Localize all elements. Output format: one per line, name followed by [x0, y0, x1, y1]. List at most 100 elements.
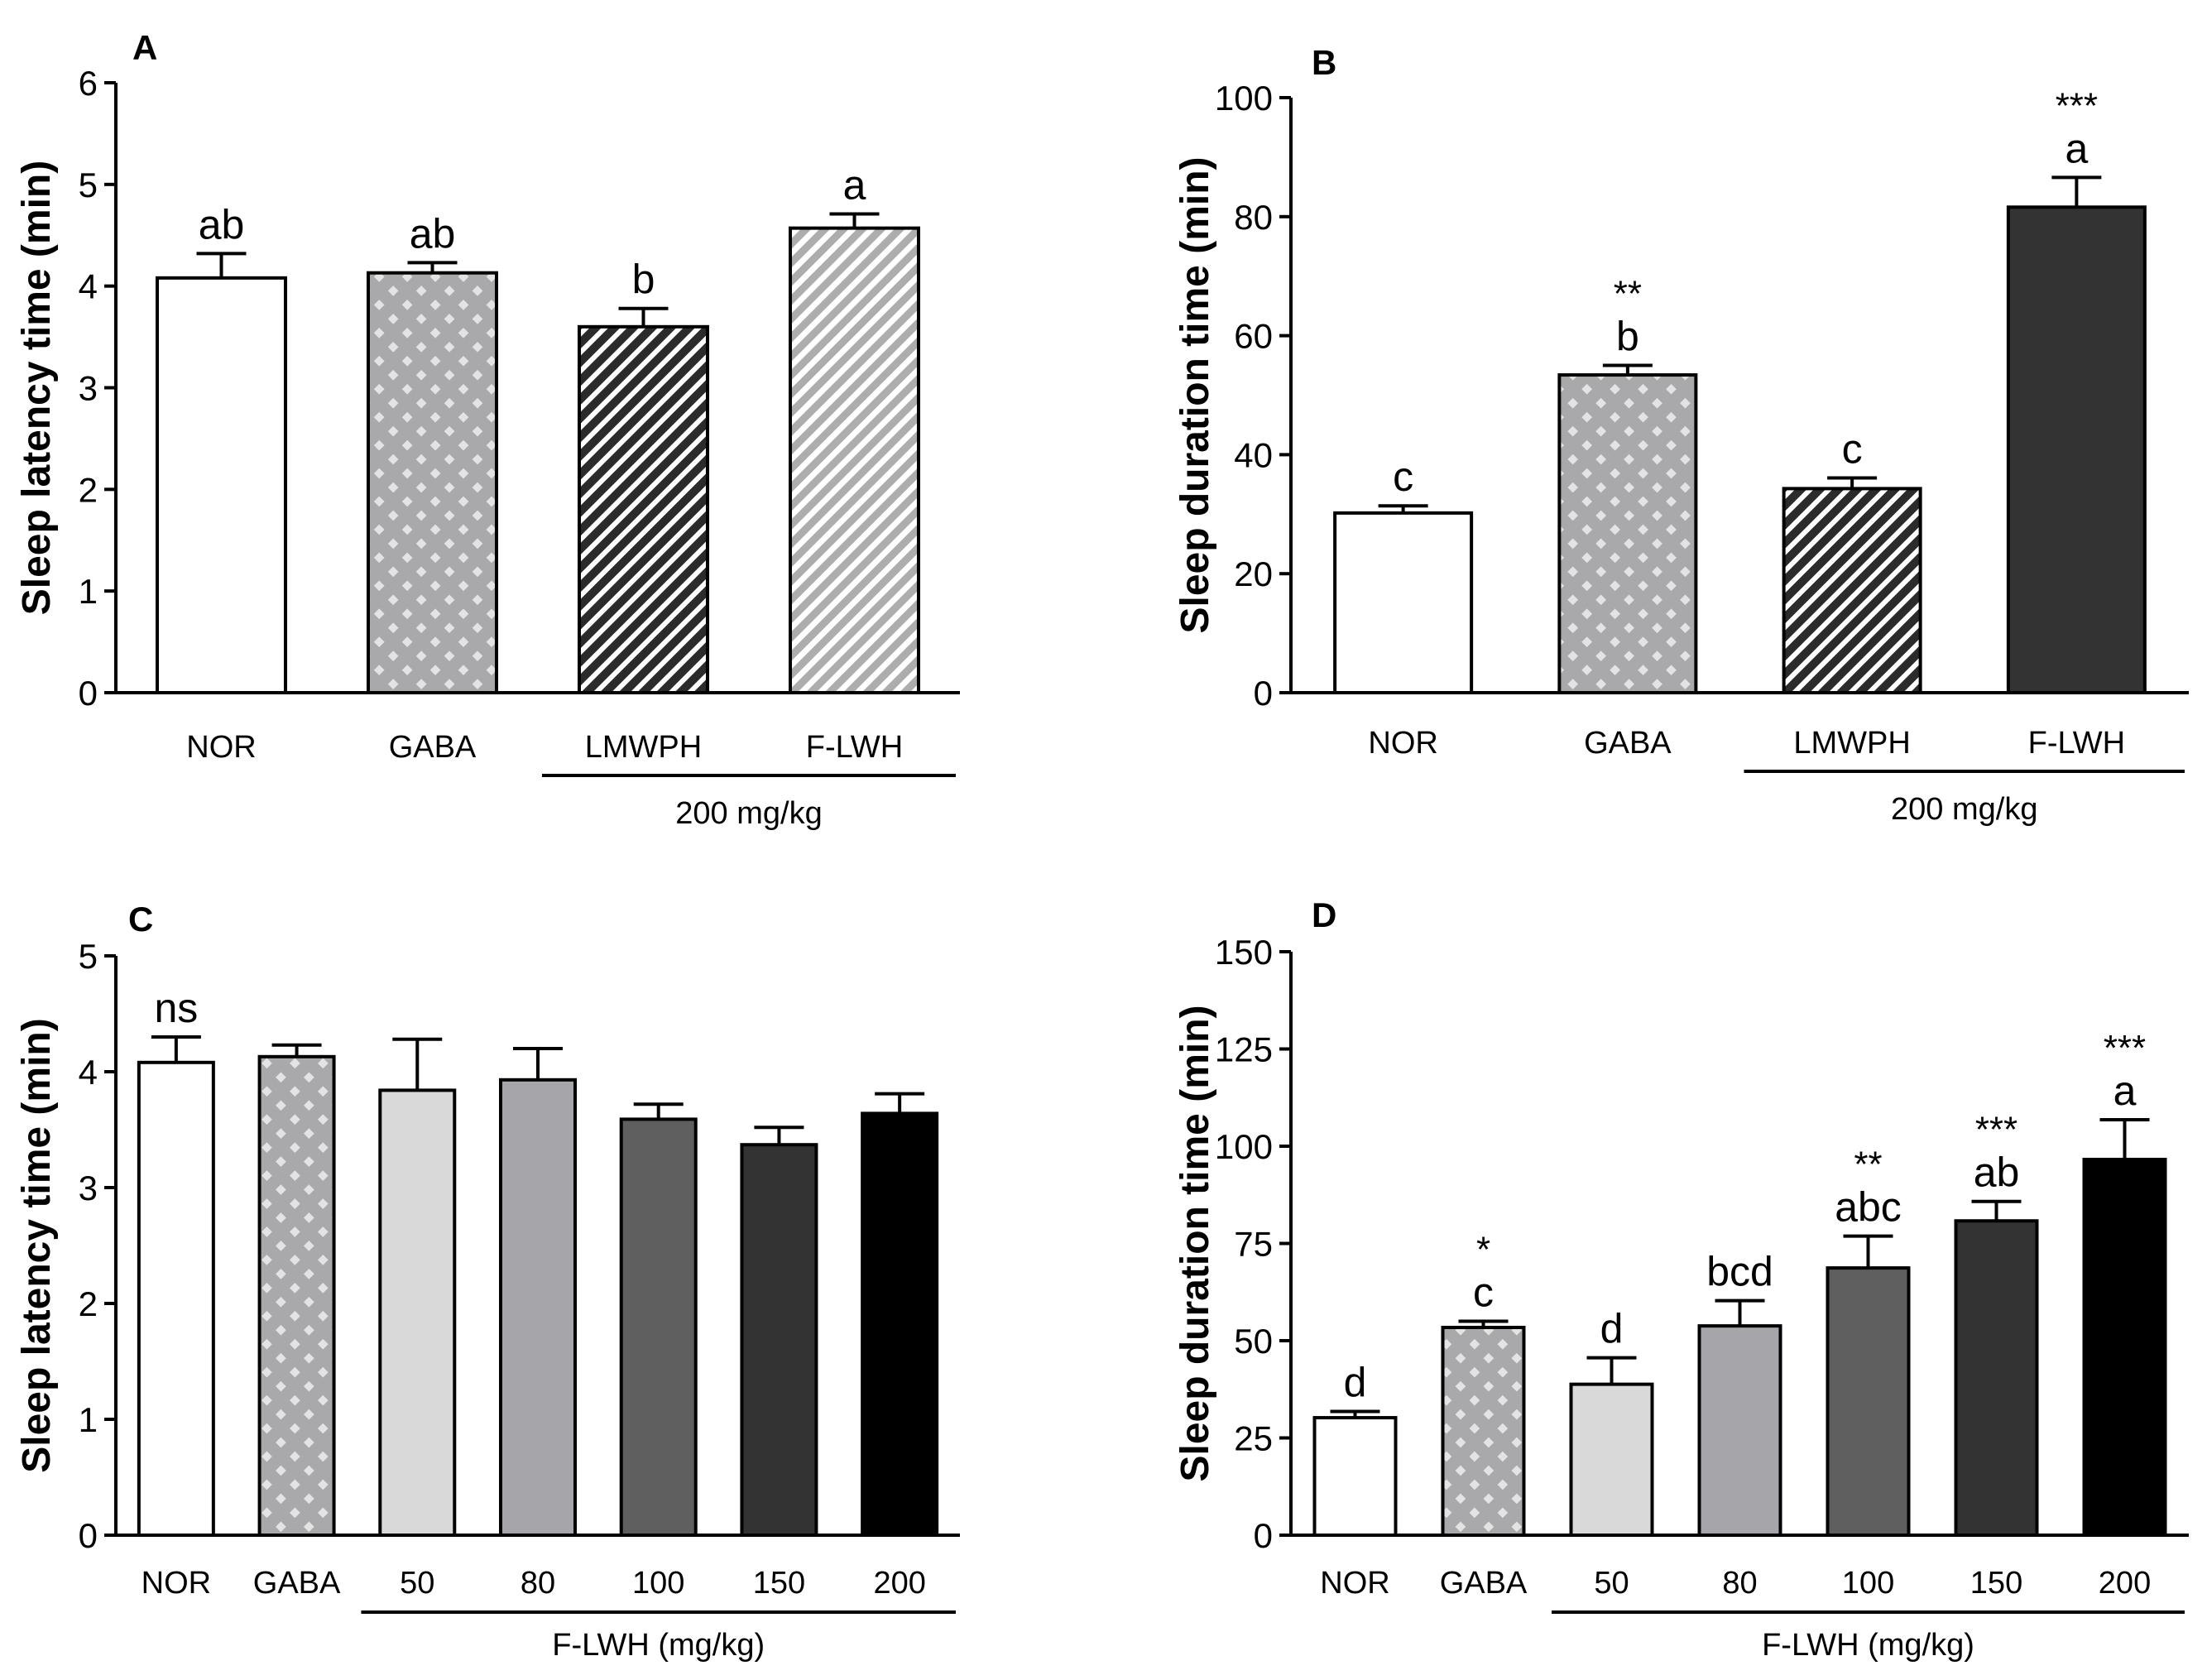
panel-label-b: B	[1312, 43, 1336, 82]
significance-letter-b-0: c	[1393, 454, 1413, 500]
category-label-c-2: 50	[400, 1566, 434, 1601]
bar-c-6	[861, 1111, 939, 1538]
panel-label-a: A	[132, 28, 157, 67]
category-label-d-6: 200	[2099, 1566, 2151, 1601]
y-tick-label-c: 3	[79, 1169, 98, 1207]
category-label-b-3: F-LWH	[2028, 726, 2126, 761]
category-label-a-2: LMWPH	[585, 730, 702, 765]
bar-d-2	[1569, 1382, 1654, 1538]
y-tick-label-d: 125	[1215, 1030, 1273, 1069]
significance-letter-d-5: ab	[1974, 1150, 2020, 1196]
category-label-b-1: GABA	[1584, 726, 1672, 761]
bar-a-1	[367, 271, 498, 694]
significance-stars-d-4: **	[1854, 1145, 1882, 1185]
y-axis-label-d: Sleep duration time (min)	[1173, 1005, 1217, 1481]
significance-letter-d-0: d	[1344, 1360, 1367, 1406]
bar-b-2	[1782, 487, 1922, 694]
y-tick-label-c: 2	[79, 1284, 98, 1323]
bar-c-4	[619, 1117, 698, 1538]
y-tick-label-d: 150	[1215, 933, 1273, 972]
significance-letter-c-0: ns	[154, 985, 198, 1031]
y-tick-label-c: 1	[79, 1400, 98, 1439]
significance-letter-a-0: ab	[199, 201, 245, 247]
y-tick-label-a: 3	[79, 369, 98, 408]
group-label-b: 200 mg/kg	[1891, 792, 2037, 827]
category-label-a-3: F-LWH	[806, 730, 904, 765]
y-tick-label-c: 5	[79, 937, 98, 976]
bar-c-3	[499, 1078, 577, 1538]
y-tick-label-b: 0	[1254, 674, 1273, 713]
bar-d-6	[2082, 1157, 2167, 1537]
y-tick-label-b: 60	[1234, 317, 1273, 356]
y-tick-label-b: 100	[1215, 79, 1273, 118]
category-label-a-0: NOR	[186, 730, 256, 765]
y-tick-label-d: 75	[1234, 1225, 1273, 1264]
category-label-a-1: GABA	[389, 730, 477, 765]
significance-letter-d-3: bcd	[1706, 1249, 1773, 1295]
category-label-b-2: LMWPH	[1793, 726, 1910, 761]
category-label-c-3: 80	[521, 1566, 555, 1601]
significance-stars-b-3: ***	[2056, 85, 2098, 126]
significance-letter-d-2: d	[1600, 1306, 1624, 1352]
panel-b: B Sleep duration time (min) 0 20 40 60 80 100 c N…	[1173, 43, 2189, 827]
bar-b-3	[2006, 205, 2147, 694]
category-label-d-0: NOR	[1320, 1566, 1389, 1601]
bar-d-0	[1312, 1416, 1398, 1538]
category-label-d-1: GABA	[1440, 1566, 1528, 1601]
category-label-b-0: NOR	[1368, 726, 1437, 761]
bar-c-2	[378, 1088, 457, 1537]
y-axis-label-b: Sleep duration time (min)	[1173, 156, 1217, 633]
bar-c-5	[740, 1143, 818, 1537]
category-label-c-6: 200	[873, 1566, 925, 1601]
bar-a-0	[156, 276, 287, 694]
bar-b-1	[1557, 373, 1698, 694]
bar-a-2	[578, 324, 709, 694]
y-tick-label-a: 0	[79, 674, 98, 713]
bar-d-1	[1441, 1326, 1526, 1538]
significance-stars-d-1: *	[1476, 1230, 1490, 1270]
significance-letter-b-3: a	[2065, 125, 2088, 171]
y-tick-label-a: 2	[79, 470, 98, 509]
significance-letter-d-4: abc	[1835, 1184, 1902, 1231]
category-label-c-4: 100	[632, 1566, 684, 1601]
panel-label-c: C	[128, 900, 153, 938]
bar-b-0	[1333, 511, 1474, 694]
y-axis-label-c: Sleep latency time (min)	[15, 1018, 59, 1473]
significance-letter-b-2: c	[1842, 425, 1863, 472]
y-tick-label-b: 20	[1234, 554, 1273, 593]
category-label-c-1: GABA	[253, 1566, 341, 1601]
group-label-c: F-LWH (mg/kg)	[552, 1628, 765, 1663]
category-label-d-2: 50	[1594, 1566, 1629, 1601]
significance-letter-a-1: ab	[410, 210, 456, 257]
bar-a-3	[789, 226, 920, 694]
y-tick-label-c: 0	[79, 1516, 98, 1555]
bar-d-5	[1954, 1219, 2039, 1537]
group-label-d: F-LWH (mg/kg)	[1762, 1628, 1974, 1663]
bar-c-0	[137, 1060, 215, 1538]
bar-c-1	[257, 1054, 336, 1538]
y-tick-label-b: 80	[1234, 198, 1273, 237]
significance-stars-d-5: ***	[1975, 1110, 2017, 1150]
y-tick-label-a: 5	[79, 166, 98, 204]
panel-c: C Sleep latency time (min) 0 1 2 3 4 5 ns NOR GABA…	[15, 900, 960, 1663]
bar-d-3	[1697, 1324, 1782, 1538]
significance-letter-d-1: c	[1473, 1270, 1494, 1316]
category-label-c-0: NOR	[142, 1566, 211, 1601]
y-tick-label-d: 25	[1234, 1419, 1273, 1458]
y-tick-label-d: 0	[1254, 1516, 1273, 1555]
significance-letter-a-2: b	[632, 257, 655, 303]
significance-letter-d-6: a	[2113, 1068, 2137, 1114]
significance-stars-d-6: ***	[2104, 1028, 2146, 1068]
category-label-d-4: 100	[1842, 1566, 1894, 1601]
group-label-a: 200 mg/kg	[675, 796, 822, 831]
y-tick-label-b: 40	[1234, 435, 1273, 474]
category-label-d-3: 80	[1722, 1566, 1757, 1601]
bar-d-4	[1826, 1266, 1911, 1537]
panel-d: D Sleep duration time (min) 0 25 50 75 100 125 1…	[1173, 895, 2189, 1663]
y-tick-label-d: 100	[1215, 1127, 1273, 1166]
significance-letter-a-3: a	[843, 161, 866, 208]
y-tick-label-d: 50	[1234, 1322, 1273, 1361]
significance-stars-b-1: **	[1614, 274, 1642, 314]
panel-label-d: D	[1312, 895, 1336, 934]
